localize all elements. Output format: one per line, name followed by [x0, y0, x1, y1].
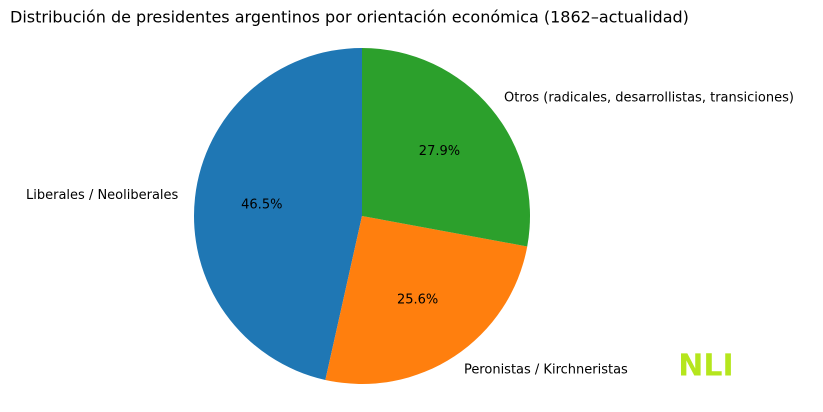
chart-title: Distribución de presidentes argentinos p… [10, 8, 689, 27]
pie-slice [194, 48, 362, 380]
pie-slice [362, 48, 530, 247]
watermark: NLI [678, 349, 733, 384]
pie-slice [325, 216, 528, 384]
slice-label: Peronistas / Kirchneristas [464, 363, 628, 378]
slice-label: Liberales / Neoliberales [26, 188, 179, 203]
pct-label: 25.6% [397, 293, 438, 308]
pct-label: 46.5% [241, 197, 282, 212]
pct-label: 27.9% [419, 144, 460, 159]
slice-label: Otros (radicales, desarrollistas, transi… [504, 90, 794, 105]
